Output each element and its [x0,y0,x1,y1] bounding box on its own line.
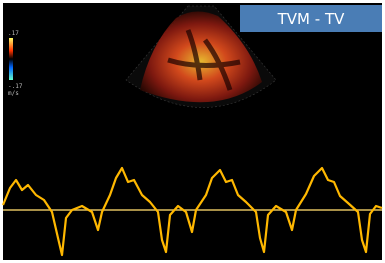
scale-bottom: -.17 [8,83,23,90]
color-bar [9,38,13,80]
label: TVM - TV [277,10,345,28]
scale-top: .17 [8,30,19,37]
scale-unit: m/s [8,90,19,97]
page: .17 -.17 m/s TVM - TV (() => { const dat… [0,0,385,263]
echo-screen: .17 -.17 m/s TVM - TV [0,0,385,263]
